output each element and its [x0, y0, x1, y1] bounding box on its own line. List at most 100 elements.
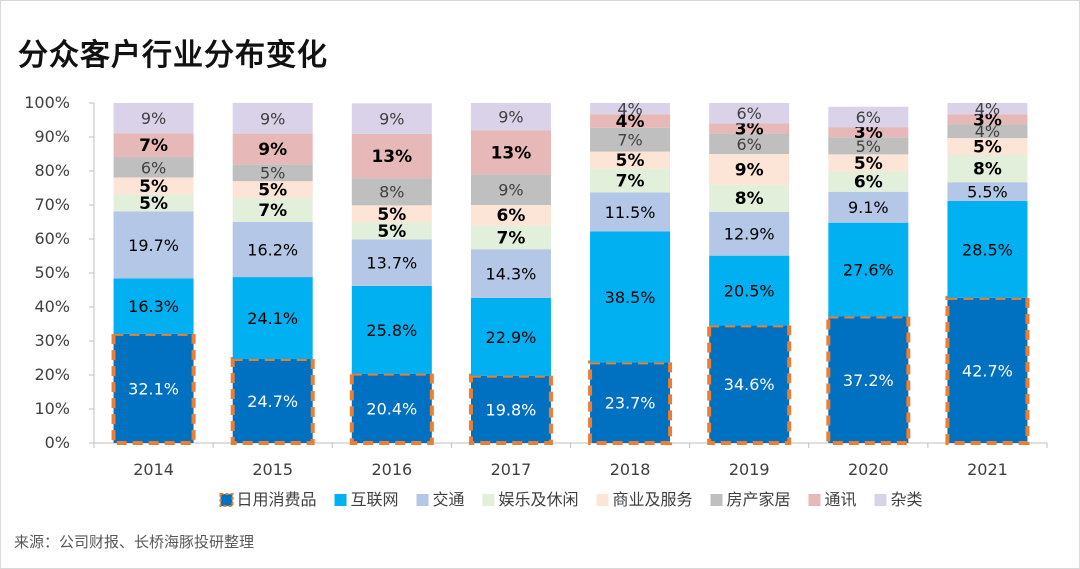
- y-tick-label: 40%: [34, 297, 70, 316]
- data-label: 19.7%: [128, 236, 179, 255]
- x-tick-label: 2021: [967, 460, 1008, 479]
- bar-segment: [113, 133, 194, 158]
- legend-swatch: [596, 494, 609, 506]
- data-label: 7%: [258, 201, 287, 221]
- data-label: 16.2%: [247, 241, 298, 260]
- data-label: 13.7%: [366, 254, 417, 273]
- x-tick-label: 2016: [371, 460, 412, 479]
- bar-segment: [113, 211, 194, 279]
- bar-segment: [351, 239, 432, 286]
- data-label: 34.6%: [724, 375, 775, 394]
- data-label: 6%: [736, 135, 761, 154]
- data-label: 4%: [617, 100, 642, 119]
- data-label: 4%: [975, 122, 1000, 141]
- data-label: 13%: [371, 147, 412, 167]
- y-tick-label: 50%: [34, 263, 70, 282]
- bar-segment: [351, 373, 432, 443]
- bar-segment: [590, 168, 671, 193]
- bar-segment: [470, 205, 551, 226]
- data-label: 24.7%: [247, 392, 298, 411]
- x-tick-label: 2020: [848, 460, 889, 479]
- data-label: 8%: [379, 183, 404, 202]
- bar-segment: [113, 333, 194, 443]
- source-note: 来源：公司财报、长桥海豚投研整理: [14, 533, 255, 551]
- y-tick-label: 0%: [45, 433, 70, 452]
- legend-label: 娱乐及休闲: [499, 490, 579, 509]
- legend-swatch: [874, 494, 887, 506]
- bar-segment: [828, 316, 909, 443]
- legend-label: 房产家居: [727, 490, 791, 509]
- bar-segment: [590, 192, 671, 232]
- y-tick-label: 90%: [34, 127, 70, 146]
- x-tick-label: 2014: [133, 460, 174, 479]
- data-label: 9%: [260, 109, 285, 128]
- legend-swatch: [219, 493, 234, 507]
- bar-segment: [590, 103, 671, 115]
- y-tick-label: 70%: [34, 195, 70, 214]
- bar-segment: [590, 151, 671, 169]
- bar-segment: [351, 285, 432, 374]
- data-label: 19.8%: [486, 400, 537, 419]
- data-label: 5%: [854, 154, 883, 174]
- legend-label: 互联网: [351, 490, 399, 509]
- bar-segment: [828, 154, 909, 172]
- data-label: 28.5%: [962, 240, 1013, 259]
- bar-segment: [828, 191, 909, 223]
- data-label: 8%: [735, 189, 764, 209]
- data-label: 5%: [616, 151, 645, 171]
- data-label: 37.2%: [843, 371, 894, 390]
- legend-label: 通讯: [825, 490, 857, 509]
- data-label: 4%: [616, 112, 645, 132]
- bar-segment: [828, 106, 909, 128]
- bar-segment: [113, 194, 194, 212]
- data-label: 9%: [498, 181, 523, 200]
- data-label: 4%: [975, 100, 1000, 119]
- data-label: 20.5%: [724, 282, 775, 301]
- bar-segment: [113, 177, 194, 195]
- data-label: 5%: [973, 138, 1002, 158]
- data-label: 7%: [616, 172, 645, 192]
- x-tick-label: 2018: [610, 460, 651, 479]
- bar-segment: [351, 178, 432, 206]
- bar-segment: [232, 103, 313, 134]
- y-tick-label: 80%: [34, 161, 70, 180]
- bar-segment: [232, 181, 313, 199]
- data-label: 9.1%: [848, 198, 889, 217]
- data-label: 11.5%: [605, 203, 656, 222]
- bar-segment: [947, 182, 1028, 201]
- data-label: 6%: [736, 104, 761, 123]
- data-label: 9%: [141, 109, 166, 128]
- data-label: 14.3%: [486, 265, 537, 284]
- data-label: 25.8%: [366, 321, 417, 340]
- bar-segment: [709, 211, 790, 256]
- data-label: 13%: [491, 143, 532, 163]
- bar-segment: [828, 137, 909, 155]
- legend-label: 商业及服务: [613, 490, 693, 509]
- data-label: 9%: [735, 160, 764, 180]
- data-label: 38.5%: [605, 288, 656, 307]
- chart-title: 分众客户行业分布变化: [18, 38, 328, 73]
- bar-segment: [709, 255, 790, 326]
- x-tick-label: 2015: [252, 460, 293, 479]
- bar-segment: [470, 297, 551, 376]
- bar-segment: [709, 103, 790, 124]
- bar-segment: [947, 155, 1028, 183]
- bar-segment: [590, 127, 671, 152]
- bar-segment: [709, 325, 790, 443]
- legend-swatch: [710, 494, 723, 506]
- bar-segment: [470, 103, 551, 131]
- data-label: 23.7%: [605, 394, 656, 413]
- bar-segment: [590, 231, 671, 363]
- bar-segment: [709, 154, 790, 185]
- bar-segment: [351, 222, 432, 240]
- data-label: 6%: [856, 108, 881, 127]
- data-label: 5%: [139, 194, 168, 214]
- bar-segment: [470, 225, 551, 250]
- data-label: 20.4%: [366, 399, 417, 418]
- bar-segment: [828, 222, 909, 317]
- highlight-border: [588, 360, 673, 446]
- bar-segment: [351, 205, 432, 223]
- data-label: 3%: [973, 110, 1002, 130]
- bar-segment: [828, 171, 909, 192]
- bar-segment: [709, 133, 790, 154]
